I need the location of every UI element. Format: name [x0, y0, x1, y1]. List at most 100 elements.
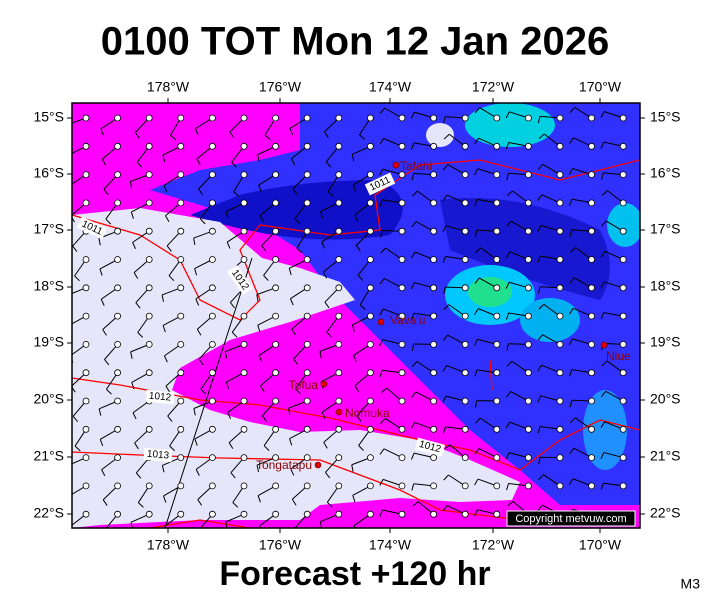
barb-station — [556, 312, 564, 320]
barb-flag — [321, 241, 325, 249]
lon-tick-label: 178°W — [147, 537, 190, 553]
barb-station — [145, 171, 153, 179]
barb-station — [240, 510, 248, 518]
region-green — [468, 277, 512, 307]
barb-station — [82, 397, 90, 405]
barb-station — [240, 312, 248, 320]
barb-flag — [165, 385, 171, 393]
barb-flag — [263, 445, 270, 451]
barb-station — [272, 142, 280, 150]
barb-flag — [232, 502, 239, 508]
barb-station — [335, 482, 343, 490]
barb-station — [145, 284, 153, 292]
barb-flag — [600, 390, 607, 398]
barb-station — [177, 510, 185, 518]
lat-tick-label: 15°S — [650, 109, 681, 125]
barb-flag — [68, 155, 70, 162]
barb-station — [398, 142, 406, 150]
barb-station — [430, 397, 438, 405]
barb-flag — [327, 191, 334, 197]
barb-flag — [538, 457, 541, 465]
barb-station — [366, 425, 374, 433]
barb-flag — [537, 194, 543, 201]
barb-station — [619, 369, 627, 377]
barb-flag — [505, 312, 510, 320]
barb-station — [588, 397, 595, 405]
barb-flag — [410, 422, 416, 429]
barb-flag — [538, 303, 545, 310]
barb-flag — [474, 509, 478, 517]
barb-station — [240, 199, 248, 207]
barb-station — [82, 510, 90, 518]
lat-tick-label: 18°S — [650, 278, 681, 294]
barb-station — [556, 142, 564, 150]
barb-flag — [412, 501, 419, 507]
barb-station — [398, 284, 406, 292]
barb-flag — [355, 245, 361, 252]
barb-station — [240, 340, 248, 348]
barb-flag — [379, 168, 384, 176]
barb-flag — [505, 282, 510, 289]
map-frame — [71, 102, 641, 529]
barb-flag — [537, 116, 541, 124]
barb-station — [525, 142, 532, 150]
barb-station — [398, 482, 406, 490]
place-marker — [377, 318, 385, 326]
barb-flag — [411, 221, 417, 228]
barb-flag — [601, 172, 604, 180]
barb-flag — [197, 499, 203, 506]
barb-station — [177, 199, 185, 207]
barb-flag — [69, 496, 72, 503]
barb-flag — [474, 448, 480, 455]
barb-station — [114, 199, 121, 207]
barb-station — [272, 256, 280, 263]
barb-station — [82, 454, 90, 462]
barb-flag — [600, 141, 605, 149]
place-label: Tofua — [289, 378, 319, 392]
barb-station — [398, 454, 406, 462]
barb-station — [82, 312, 90, 320]
barb-station — [303, 510, 311, 518]
barb-station — [430, 425, 438, 433]
barb-station — [145, 482, 153, 490]
barb-station — [335, 284, 343, 292]
isobar-label-box — [76, 216, 108, 240]
barb-flag — [442, 334, 448, 341]
lon-tick-label: 174°W — [369, 79, 412, 95]
barb-flag — [162, 325, 166, 333]
barb-station — [461, 425, 469, 433]
barb-flag — [411, 142, 415, 150]
barb-station — [272, 284, 280, 292]
barb-station — [588, 482, 595, 490]
barb-flag — [442, 505, 448, 512]
barb-flag — [229, 302, 235, 309]
barb-flag — [296, 247, 303, 254]
barb-flag — [411, 483, 415, 491]
barb-flag — [354, 214, 359, 222]
barb-station — [240, 256, 248, 263]
barb-station — [82, 199, 90, 207]
barb-station — [335, 425, 343, 433]
barb-station — [240, 482, 248, 490]
barb-station — [619, 482, 627, 490]
barb-station — [366, 284, 374, 292]
barb-flag — [289, 128, 294, 136]
barb-flag — [359, 134, 365, 140]
barb-station — [493, 454, 501, 462]
barb-flag — [443, 164, 449, 171]
barb-station — [177, 340, 185, 348]
barb-flag — [381, 387, 388, 394]
lon-tick-label: 176°W — [259, 79, 302, 95]
barb-station — [335, 114, 343, 122]
barb-flag — [161, 465, 165, 473]
barb-flag — [137, 332, 144, 338]
barb-flag — [569, 137, 574, 144]
barb-station — [430, 256, 438, 263]
place-marker — [392, 161, 400, 169]
barb-station — [493, 142, 501, 150]
lat-tick-label: 22°S — [33, 505, 64, 521]
lon-tick-label: 172°W — [472, 79, 515, 95]
lat-tick-label: 20°S — [650, 391, 681, 407]
barb-flag — [442, 395, 447, 403]
barb-flag — [474, 369, 478, 377]
